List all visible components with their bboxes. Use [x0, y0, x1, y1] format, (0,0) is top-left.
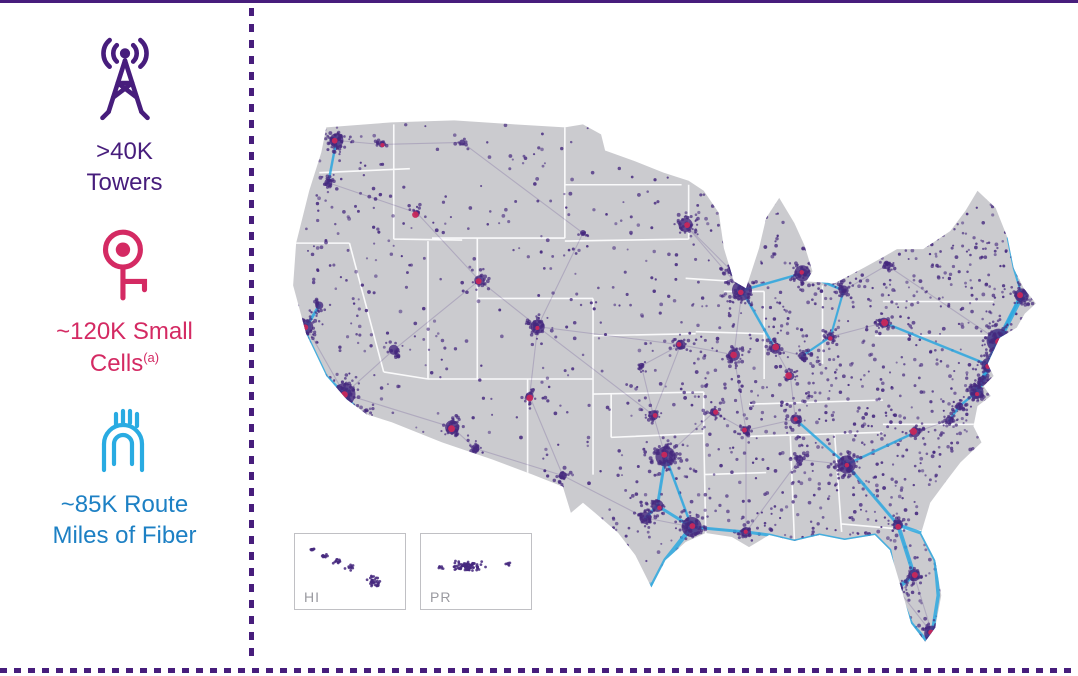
- inset-hawaii: HI: [294, 533, 406, 610]
- inset-hi-label: HI: [304, 589, 320, 605]
- bottom-border: [0, 668, 1078, 673]
- cell-tower-icon: [99, 37, 150, 121]
- puerto-rico-map: [437, 559, 512, 572]
- map-area: HI PR: [258, 0, 1078, 668]
- small-cells-value: ~120K Small: [56, 318, 193, 346]
- towers-value: >40K: [96, 138, 153, 165]
- fiber-icon: [102, 408, 145, 472]
- state-borders: [295, 124, 994, 540]
- small-cell-icon: [102, 230, 147, 301]
- inset-pr-label: PR: [430, 589, 452, 605]
- stat-towers: >40K Towers: [86, 36, 163, 198]
- hawaii-map: [309, 547, 382, 588]
- fiber-label: Miles of Fiber: [52, 521, 197, 549]
- towers-label: Towers: [86, 169, 163, 197]
- us-landmass: [293, 120, 1036, 642]
- stat-fiber: ~85K Route Miles of Fiber: [52, 405, 197, 551]
- fiber-value: ~85K Route: [60, 490, 189, 518]
- inset-puerto-rico: PR: [420, 533, 532, 610]
- top-border: [0, 0, 1078, 3]
- stats-sidebar: >40K Towers ~120K Small Cells(a): [0, 0, 249, 676]
- small-cells-label: Cells(a): [89, 349, 160, 377]
- us-coverage-map: [293, 120, 1036, 642]
- small-cell-dots: [302, 137, 1024, 636]
- vertical-divider: [249, 8, 254, 664]
- stat-small-cells: ~120K Small Cells(a): [56, 224, 193, 378]
- footnote-marker: (a): [143, 349, 160, 365]
